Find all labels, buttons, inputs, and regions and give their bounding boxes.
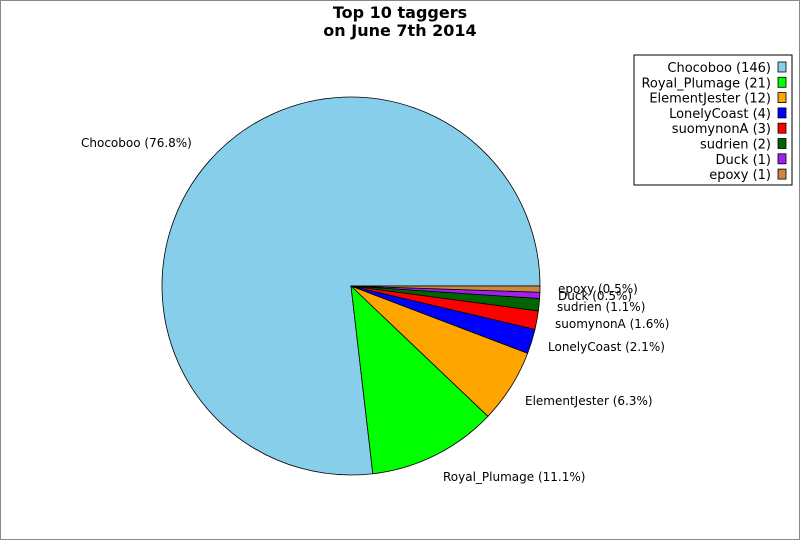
legend-swatch-lonelycoast	[777, 107, 787, 119]
legend-swatch-epoxy	[777, 168, 787, 180]
legend: Chocoboo (146)Royal_Plumage (21)ElementJ…	[633, 54, 793, 186]
slice-label-lonelycoast: LonelyCoast (2.1%)	[548, 340, 665, 354]
legend-swatch-chocoboo	[777, 61, 787, 73]
slice-labels: Chocoboo (76.8%) Royal_Plumage (11.1%) Ele…	[81, 136, 669, 484]
legend-swatch-elementjester	[777, 92, 787, 103]
legend-swatch-sudrien	[777, 138, 787, 149]
pie-slice-royal_plumage	[350, 284, 489, 475]
pie-slice-chocoboo	[161, 96, 541, 476]
legend-label-elementjester: ElementJester (12)	[649, 92, 771, 107]
slice-label-duck: Duck (0.5%)	[558, 289, 632, 303]
legend-label-royal_plumage: Royal_Plumage (21)	[641, 76, 771, 91]
legend-label-epoxy: epoxy (1)	[709, 168, 771, 183]
slice-label-royal_plumage: Royal_Plumage (11.1%)	[443, 470, 585, 484]
legend-box	[633, 54, 793, 186]
slice-label-sudrien: sudrien (1.1%)	[557, 300, 645, 314]
legend-swatch-suomynona	[777, 122, 787, 134]
slice-label-suomynona: suomynonA (1.6%)	[555, 317, 669, 331]
slice-label-epoxy: epoxy (0.5%)	[558, 282, 638, 296]
slice-label-elementjester: ElementJester (6.3%)	[525, 394, 653, 408]
chart-title-line-1: Top 10 taggers	[332, 3, 468, 22]
chart-title-line-2: on June 7th 2014	[323, 21, 477, 40]
legend-label-lonelycoast: LonelyCoast (4)	[669, 107, 771, 122]
legend-label-suomynona: suomynonA (3)	[672, 122, 771, 137]
legend-label-sudrien: sudrien (2)	[700, 138, 771, 153]
pie-slice-epoxy	[350, 285, 541, 293]
legend-swatch-royal_plumage	[777, 76, 787, 88]
legend-label-duck: Duck (1)	[716, 153, 771, 168]
pie-slices	[161, 96, 541, 476]
legend-label-chocoboo: Chocoboo (146)	[667, 61, 771, 76]
slice-label-chocoboo: Chocoboo (76.8%)	[81, 136, 192, 150]
legend-swatch-duck	[777, 153, 787, 165]
